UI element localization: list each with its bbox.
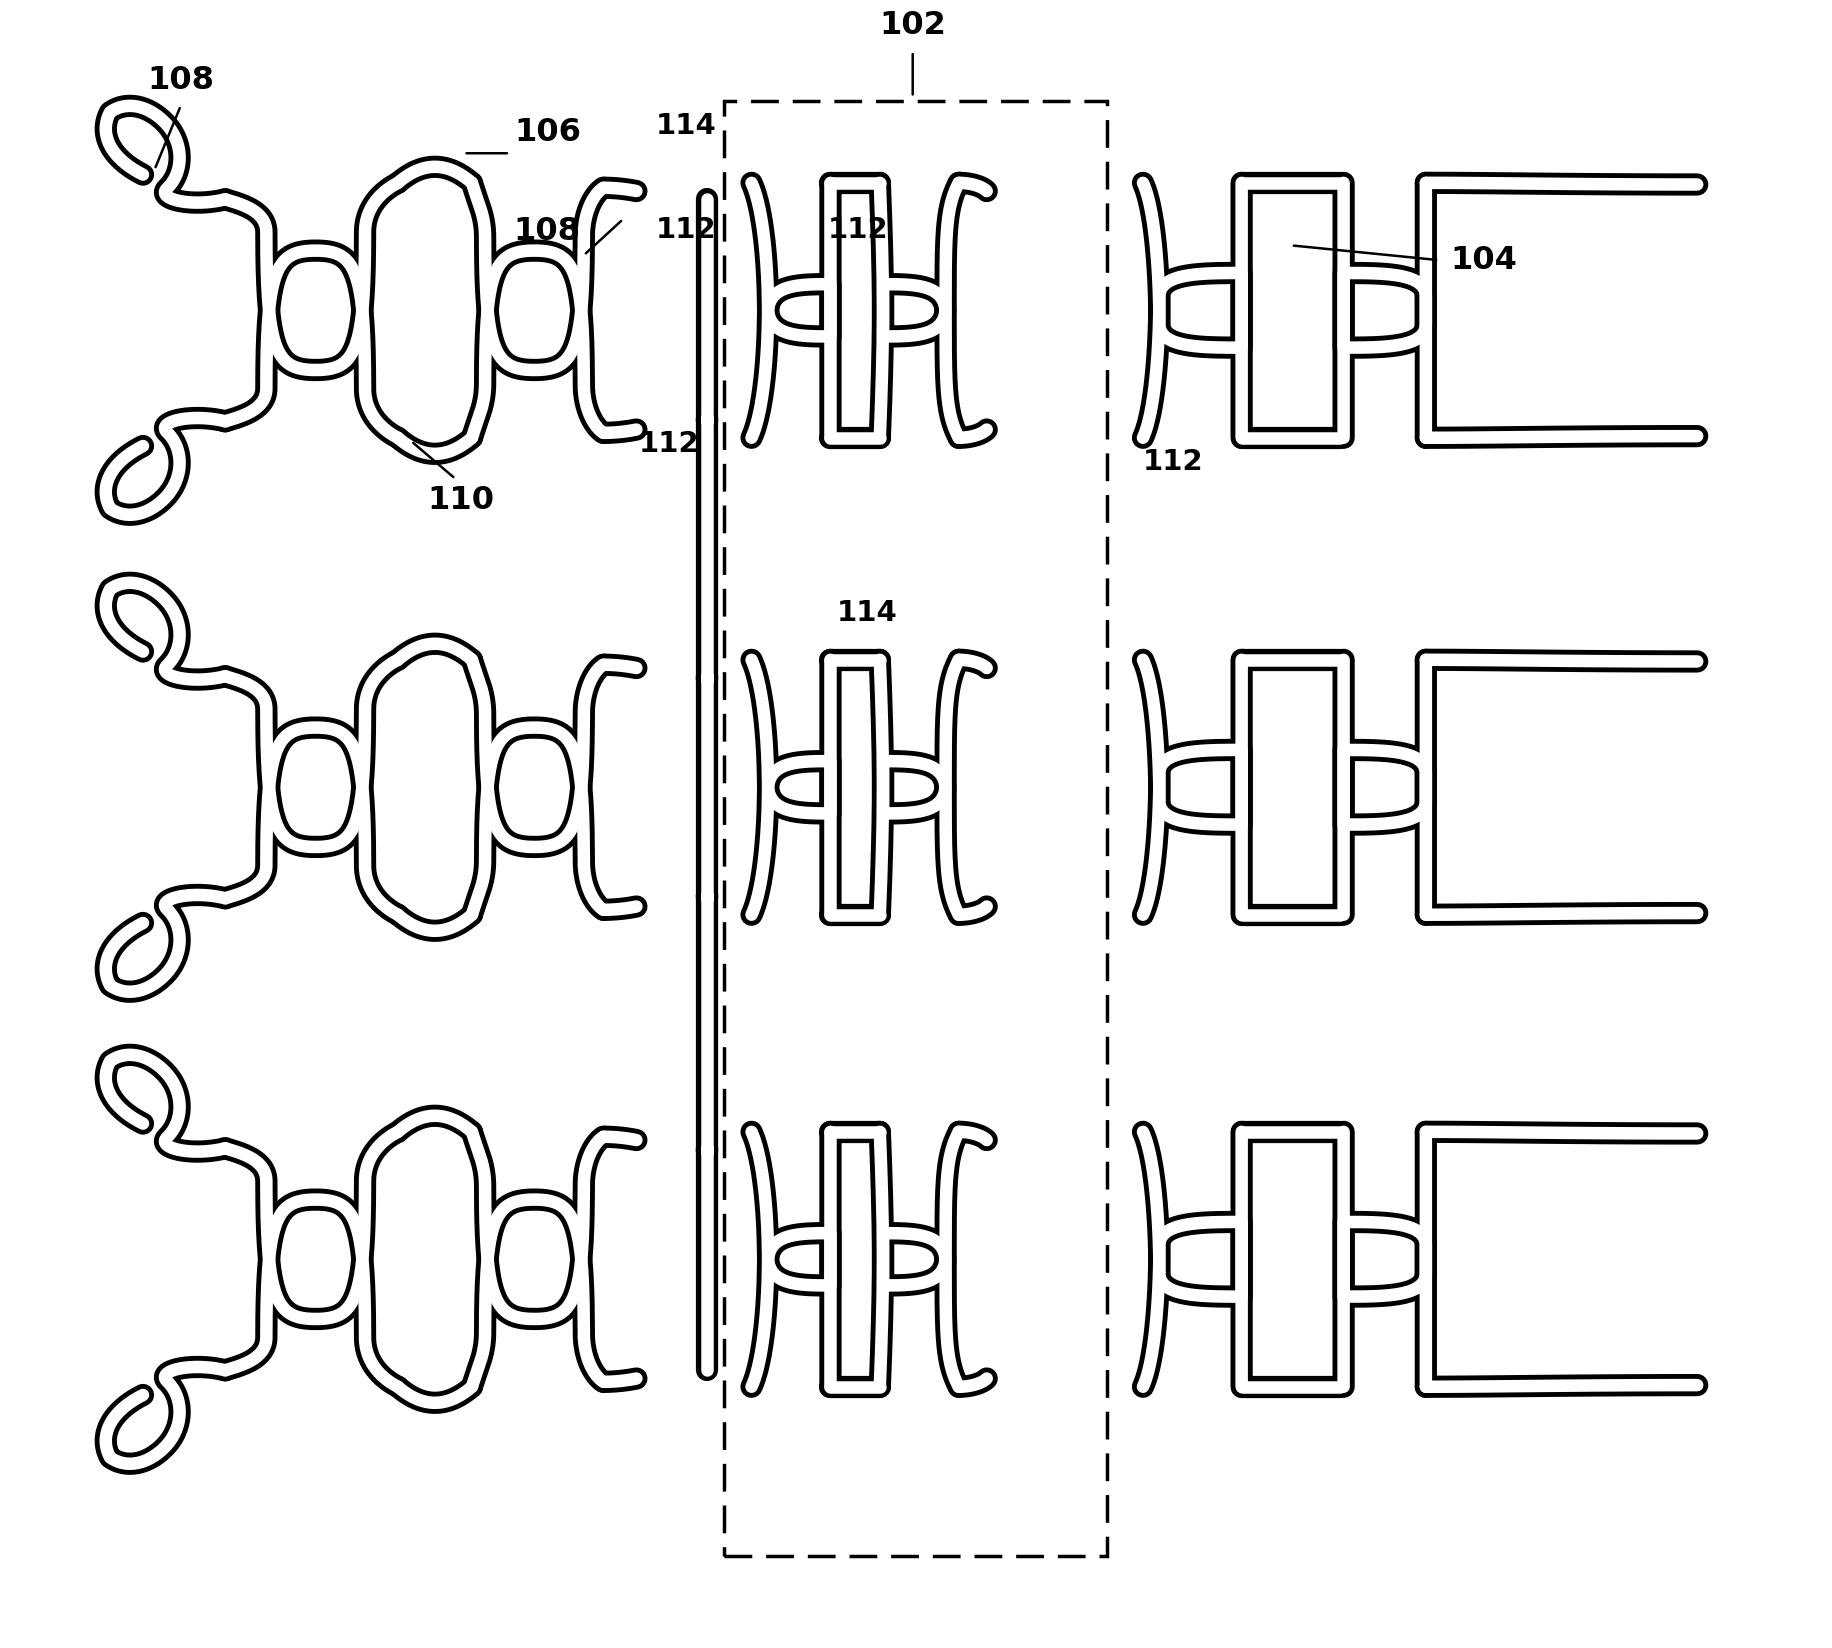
Text: 108: 108 — [147, 64, 214, 96]
Text: 108: 108 — [513, 216, 581, 247]
Text: 110: 110 — [427, 486, 495, 516]
Text: 112: 112 — [639, 430, 700, 458]
Bar — [724, 101, 1107, 1556]
Text: 112: 112 — [828, 216, 889, 244]
Text: 114: 114 — [835, 598, 898, 626]
Text: 106: 106 — [515, 117, 581, 148]
Text: 104: 104 — [1451, 244, 1517, 275]
Text: 102: 102 — [879, 10, 945, 41]
Text: 114: 114 — [656, 112, 716, 140]
Text: 112: 112 — [656, 216, 716, 244]
Text: 112: 112 — [1143, 448, 1204, 476]
